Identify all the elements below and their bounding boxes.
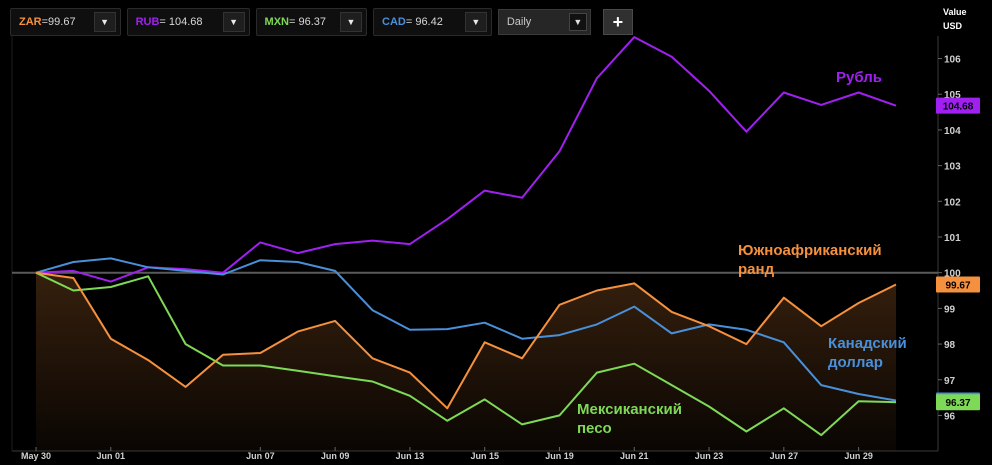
ticker-value: = 96.37 [288,16,326,28]
y-tick-label: 99 [944,304,956,315]
dropdown-icon[interactable]: ▼ [340,12,362,32]
last-value-label: 99.67 [945,280,970,291]
ticker-value: =99.67 [41,16,76,28]
dropdown-icon[interactable]: ▼ [464,12,487,32]
ticker-symbol: CAD [382,16,406,28]
x-tick-label: Jun 19 [545,451,574,461]
y-tick-label: 104 [944,126,961,137]
series-line [35,271,897,410]
interval-value: Daily [506,16,532,28]
last-value-badge [936,276,980,293]
y-axis-title: Value USD [943,5,967,33]
series-name-label: ранд [738,261,775,278]
series-line [35,36,897,283]
y-tick-label: 103 [944,162,961,173]
last-value-badge [936,394,980,411]
y-axis-title-unit: USD [943,21,963,31]
x-tick-label: Jun 23 [695,451,724,461]
series-name-label: Южноафриканский [738,242,882,259]
zar-area-fill [36,272,896,451]
ticker-value: = 96.42 [405,16,443,28]
ticker-symbol: RUB [135,16,160,28]
dropdown-icon[interactable]: ▼ [93,12,116,32]
x-tick-label: Jun 01 [97,451,126,461]
y-tick-label: 105 [944,90,961,101]
ticker-zar[interactable]: ZAR =99.67 ▼ [10,8,121,36]
add-series-button[interactable]: + [602,9,633,35]
y-tick-label: 96 [944,411,956,422]
y-tick-label: 102 [944,197,961,208]
series-name-label: песо [577,420,612,437]
x-tick-label: Jun 09 [321,451,350,461]
ticker-value: = 104.68 [159,16,203,28]
last-value-badge [936,97,980,114]
y-tick-label: 97 [944,376,956,387]
x-tick-label: Jun 07 [246,451,275,461]
ticker-symbol: ZAR [19,16,42,28]
series-name-label: Мексиканский [577,401,682,418]
series-name-label: доллар [828,354,883,371]
toolbar: ZAR =99.67 ▼ RUB = 104.68 ▼ MXN = 96.37 … [10,8,633,40]
series-line [35,271,897,437]
x-tick-label: Jun 13 [396,451,425,461]
ticker-cad[interactable]: CAD = 96.42 ▼ [373,8,492,36]
series-name-label: Рубль [836,69,882,86]
series-line [35,257,897,402]
dropdown-icon[interactable]: ▼ [222,12,245,32]
y-tick-label: 106 [944,55,961,66]
y-tick-label: 101 [944,233,961,244]
x-tick-label: Jun 27 [770,451,799,461]
dropdown-icon[interactable]: ▼ [568,13,587,31]
ticker-symbol: MXN [264,16,289,28]
x-tick-label: Jun 15 [470,451,499,461]
y-axis-title-value: Value [943,7,967,17]
y-tick-label: 100 [944,269,961,280]
ticker-mxn[interactable]: MXN = 96.37 ▼ [255,8,367,36]
interval-select[interactable]: Daily ▼ [497,9,591,35]
x-tick-label: Jun 29 [844,451,873,461]
series-name-label: Канадский [828,335,907,352]
y-tick-label: 98 [944,340,956,351]
last-value-label: 104.68 [943,102,974,113]
ticker-rub[interactable]: RUB = 104.68 ▼ [126,8,250,36]
x-tick-label: May 30 [21,451,51,461]
last-value-label: 96.37 [945,398,970,409]
x-tick-label: Jun 21 [620,451,649,461]
